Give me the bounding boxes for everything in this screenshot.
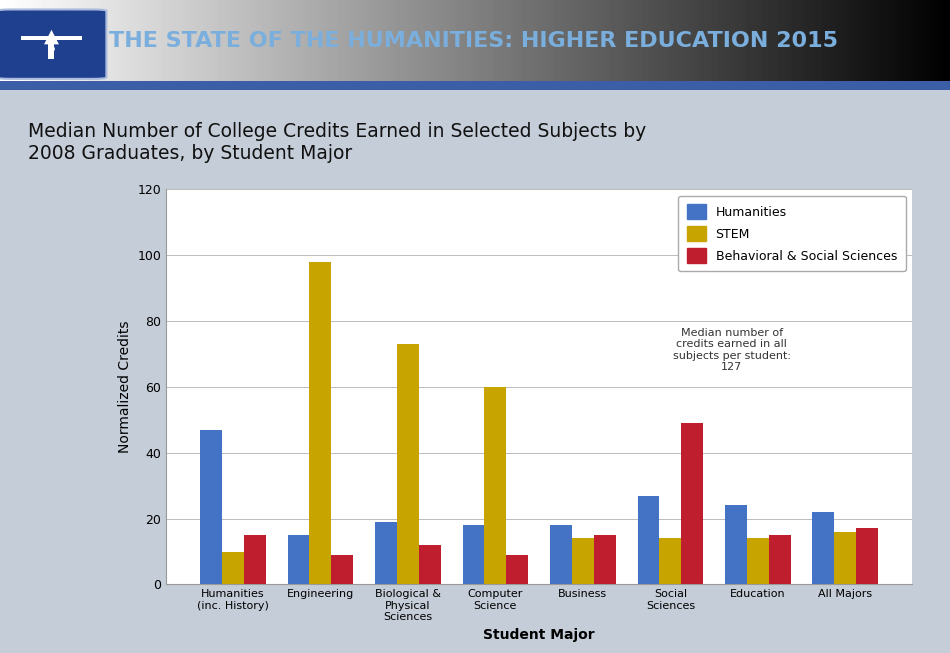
Bar	[21, 36, 82, 40]
Bar	[637, 496, 659, 584]
Text: Median Number of College Credits Earned in Selected Subjects by
2008 Graduates, : Median Number of College Credits Earned …	[28, 121, 647, 163]
Bar	[812, 512, 834, 584]
Bar	[48, 40, 54, 59]
Bar	[200, 430, 222, 584]
Bar	[222, 552, 244, 584]
Bar	[572, 538, 594, 584]
X-axis label: Student Major: Student Major	[484, 628, 595, 642]
Text: ●: ●	[48, 44, 55, 53]
Text: ▲: ▲	[44, 27, 59, 46]
Bar	[725, 505, 747, 584]
Legend: Humanities, STEM, Behavioral & Social Sciences: Humanities, STEM, Behavioral & Social Sc…	[678, 196, 905, 272]
Bar	[681, 423, 703, 584]
Bar	[310, 262, 332, 584]
Bar	[244, 535, 266, 584]
Bar	[484, 387, 506, 584]
Bar	[332, 555, 353, 584]
Bar	[375, 522, 397, 584]
Bar	[834, 532, 856, 584]
Bar	[288, 535, 310, 584]
Bar	[419, 545, 441, 584]
Bar	[856, 528, 878, 584]
Bar	[550, 525, 572, 584]
Bar	[594, 535, 616, 584]
FancyBboxPatch shape	[0, 9, 106, 79]
Bar	[747, 538, 769, 584]
Bar	[397, 344, 419, 584]
Text: THE STATE OF THE HUMANITIES: HIGHER EDUCATION 2015: THE STATE OF THE HUMANITIES: HIGHER EDUC…	[109, 31, 838, 52]
Text: Median number of
credits earned in all
subjects per student:
127: Median number of credits earned in all s…	[673, 328, 790, 372]
Bar	[769, 535, 790, 584]
Y-axis label: Normalized Credits: Normalized Credits	[118, 321, 132, 453]
Bar	[659, 538, 681, 584]
Bar	[463, 525, 484, 584]
Bar	[0, 81, 950, 90]
Bar	[506, 555, 528, 584]
